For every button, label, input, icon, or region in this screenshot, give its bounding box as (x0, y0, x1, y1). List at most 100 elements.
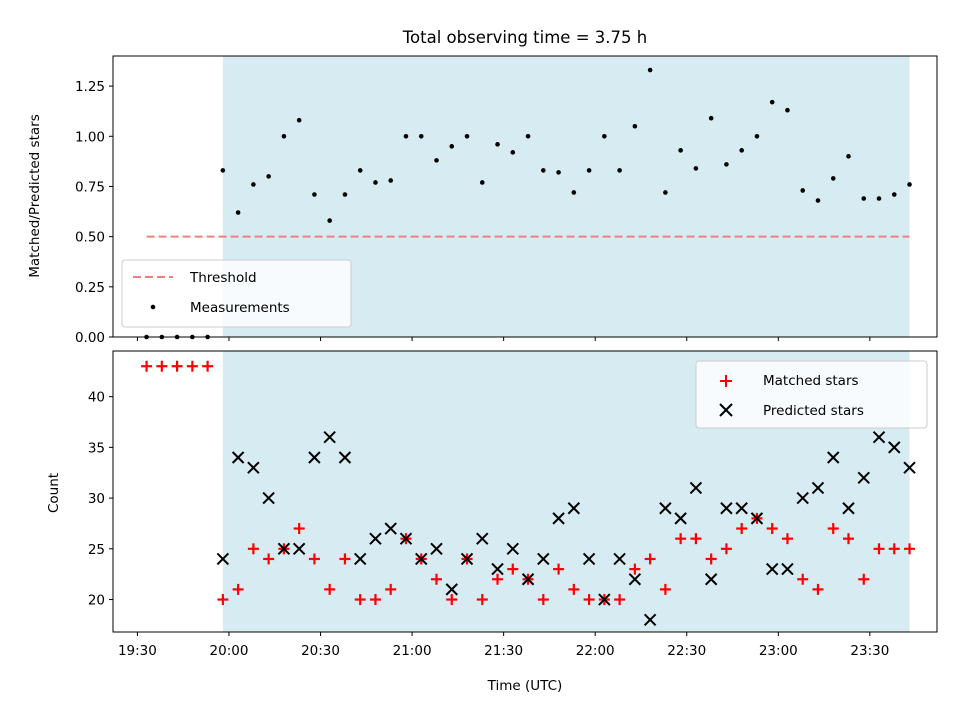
predicted-star-point (552, 512, 565, 525)
measurement-point (235, 210, 241, 215)
measurement-point (434, 158, 439, 163)
predicted-star-point (827, 451, 840, 464)
measurement-point (693, 166, 699, 171)
predicted-star-point (567, 502, 581, 515)
bottom-y-axis-label: Count (46, 473, 62, 513)
predicted-star-point (842, 502, 855, 515)
predicted-star-point (628, 573, 642, 586)
measurement-point (312, 192, 317, 197)
x-tick-label: 20:30 (301, 643, 340, 659)
matched-star-point (446, 594, 458, 606)
predicted-star-point (277, 542, 291, 556)
x-tick-label: 21:00 (393, 643, 432, 659)
measurement-point (602, 133, 607, 139)
predicted-star-point (353, 552, 367, 566)
x-tick-label: 22:30 (667, 643, 706, 659)
predicted-star-point (460, 552, 474, 566)
predicted-stars-legend-icon (719, 403, 733, 417)
measurement-point (769, 99, 775, 105)
matched-star-point (766, 523, 778, 535)
top-y-tick-label: 0.00 (75, 330, 105, 346)
measurement-point (800, 188, 806, 193)
matched-star-point (476, 594, 488, 606)
predicted-star-point (582, 552, 596, 566)
matched-star-point (141, 360, 153, 372)
measurement-point (281, 133, 287, 139)
measurement-point (373, 180, 378, 185)
measurement-point (296, 117, 302, 123)
predicted-star-point (292, 542, 306, 556)
predicted-star-point (735, 502, 748, 515)
measurement-point (510, 150, 516, 155)
matched-stars-legend-label: Matched stars (763, 373, 859, 389)
predicted-star-point (338, 451, 352, 464)
matched-star-point (888, 543, 900, 555)
top-y-tick-label: 1.25 (75, 79, 105, 95)
measurement-point (571, 190, 577, 195)
top-x-axis-ticks (136, 337, 871, 341)
predicted-star-point (247, 461, 260, 474)
matched-star-point (812, 583, 824, 595)
measurement-point (632, 123, 638, 129)
bottom-legend: Matched stars Predicted stars (695, 360, 928, 429)
measurements-series (144, 67, 912, 340)
top-legend-box (121, 259, 352, 328)
measurement-point (663, 190, 668, 195)
predicted-star-point (598, 593, 611, 606)
matched-star-point (507, 563, 519, 575)
matched-star-point (827, 523, 839, 535)
bottom-legend-box (695, 360, 928, 429)
bottom-panel: 20 25 30 35 40 19:30 20:00 20:30 21:00 21:30 22:0… (46, 350, 938, 694)
matched-star-point (263, 553, 275, 565)
predicted-star-point (781, 562, 794, 576)
predicted-star-point (537, 552, 550, 566)
measurement-point (479, 180, 485, 185)
measurement-point (556, 170, 561, 175)
x-axis-label: Time (UTC) (487, 678, 563, 694)
matched-star-point (156, 360, 168, 372)
x-tick-label: 19:30 (118, 643, 157, 659)
bottom-y-tick-label: 30 (88, 491, 105, 507)
measurement-point (846, 154, 851, 159)
measurements-legend-icon (150, 304, 156, 310)
matched-star-point (873, 543, 885, 555)
matched-star-point (629, 563, 641, 575)
measurement-point (647, 67, 653, 73)
bottom-y-tick-label: 35 (88, 440, 105, 456)
predicted-star-point (308, 451, 321, 464)
predicted-star-point (643, 613, 657, 627)
predicted-star-point (720, 502, 733, 515)
matched-star-point (568, 583, 580, 595)
measurement-point (388, 178, 394, 183)
predicted-star-point (521, 573, 535, 586)
measurement-point (739, 148, 744, 153)
measurement-point (220, 168, 226, 173)
predicted-star-point (445, 583, 458, 596)
matched-star-point (675, 533, 687, 545)
x-tick-label: 20:00 (210, 643, 249, 659)
predicted-star-point (415, 552, 428, 566)
predicted-star-point (506, 542, 519, 556)
matched-star-point (186, 360, 198, 372)
matched-star-point (614, 594, 626, 606)
predicted-star-point (857, 471, 870, 485)
measurement-point (785, 107, 790, 113)
measurement-point (541, 168, 546, 173)
matched-star-point (781, 533, 793, 545)
matched-stars-legend-icon (720, 375, 732, 387)
matched-star-point (583, 594, 595, 606)
matched-star-point (797, 573, 809, 585)
matched-star-point (842, 533, 854, 545)
measurement-point (403, 133, 409, 139)
matched-star-point (492, 573, 504, 585)
measurement-point (724, 162, 729, 167)
bottom-y-axis-ticks: 20 25 30 35 40 (88, 390, 113, 609)
top-y-tick-label: 0.75 (75, 179, 105, 195)
predicted-star-point (704, 573, 718, 586)
predicted-star-point (323, 431, 336, 444)
top-axes-frame (112, 55, 938, 338)
predicted-star-point (750, 512, 764, 525)
predicted-star-point (231, 451, 245, 464)
measurement-point (754, 133, 760, 139)
